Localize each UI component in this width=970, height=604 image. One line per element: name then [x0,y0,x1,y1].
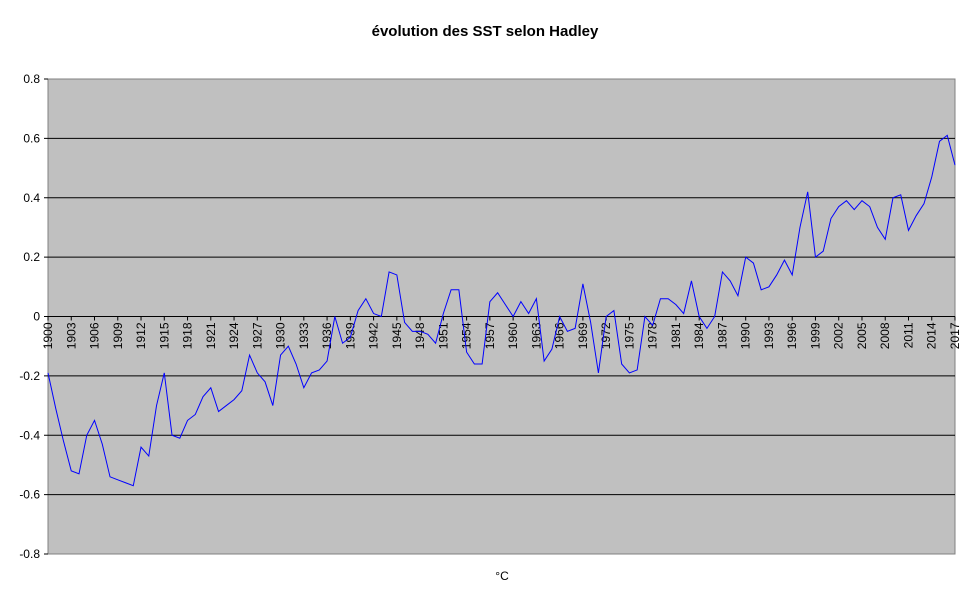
x-tick-label: 1993 [762,322,776,349]
y-tick-label: -0.6 [19,488,40,502]
x-tick-label: 1900 [41,322,55,349]
x-tick-label: 2014 [925,322,939,349]
x-axis-label: °C [495,569,509,583]
x-tick-label: 1924 [227,322,241,349]
x-tick-label: 1960 [506,322,520,349]
x-tick-label: 1975 [622,322,636,349]
x-tick-label: 1951 [436,322,450,349]
x-tick-label: 1906 [88,322,102,349]
y-tick-label: 0.2 [23,250,40,264]
x-tick-label: 1918 [181,322,195,349]
x-tick-label: 1966 [553,322,567,349]
x-tick-label: 2008 [878,322,892,349]
y-tick-label: -0.8 [19,547,40,561]
x-tick-label: 1999 [808,322,822,349]
y-tick-label: -0.2 [19,369,40,383]
x-tick-label: 1930 [274,322,288,349]
chart-title: évolution des SST selon Hadley [372,23,599,40]
x-tick-label: 1942 [367,322,381,349]
x-tick-label: 1933 [297,322,311,349]
x-tick-label: 1978 [646,322,660,349]
x-tick-label: 1981 [669,322,683,349]
x-tick-label: 2002 [832,322,846,349]
x-tick-label: 2005 [855,322,869,349]
x-tick-label: 1921 [204,322,218,349]
x-tick-label: 1954 [460,322,474,349]
y-tick-label: 0.6 [23,131,40,145]
x-tick-label: 1945 [390,322,404,349]
x-tick-label: 1903 [64,322,78,349]
x-tick-label: 1948 [413,322,427,349]
x-tick-label: 2011 [901,322,915,348]
series-line [47,134,956,487]
x-tick-label: 1927 [250,322,264,349]
y-tick-label: 0 [33,310,40,324]
x-tick-label: 2017 [948,322,962,349]
y-tick-label: 0.8 [23,72,40,86]
y-tick-label: -0.4 [19,428,40,442]
x-tick-label: 1912 [134,322,148,349]
x-tick-label: 1972 [599,322,613,349]
x-tick-label: 1987 [715,322,729,349]
y-tick-label: 0.4 [23,191,40,205]
x-tick-label: 1909 [111,322,125,349]
x-tick-label: 1984 [692,322,706,349]
x-tick-label: 1969 [576,322,590,349]
x-tick-label: 1990 [739,322,753,349]
x-tick-label: 1915 [157,322,171,349]
x-tick-label: 1957 [483,322,497,349]
x-tick-label: 1996 [785,322,799,349]
